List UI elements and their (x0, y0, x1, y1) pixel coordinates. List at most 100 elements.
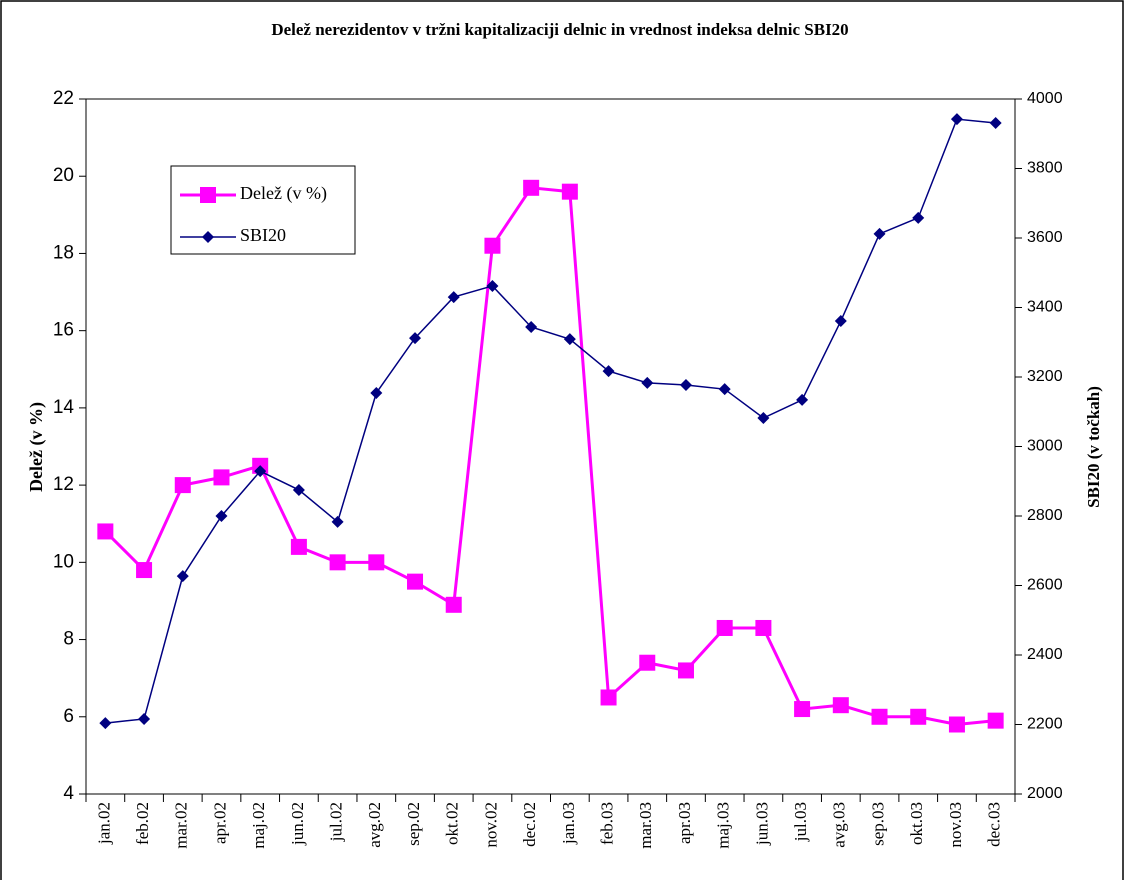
x-tick-label: dec.02 (520, 802, 539, 847)
x-tick-label: avg.03 (830, 802, 849, 848)
y-tick-label: 8 (63, 629, 74, 650)
point (561, 183, 578, 200)
x-tick-label: jul.02 (327, 802, 346, 842)
x-tick-label: jun.02 (288, 802, 307, 846)
y-tick-label: 18 (53, 242, 74, 263)
y-tick-label: 12 (53, 474, 74, 495)
point (563, 333, 576, 346)
y2-axis-title: SBI20 (v točkah) (1084, 386, 1103, 508)
x-tick-label: sep.02 (404, 802, 423, 846)
y2-tick-label: 3800 (1027, 160, 1063, 177)
point (910, 708, 927, 725)
x-tick-label: okt.03 (907, 802, 926, 845)
point (525, 320, 538, 333)
x-tick-label: sep.03 (868, 802, 887, 846)
point (215, 510, 228, 522)
y2-tick-label: 2400 (1027, 646, 1063, 663)
series-line (105, 118, 996, 724)
y2-tick-label: 3200 (1027, 368, 1063, 385)
point (174, 477, 191, 494)
point (873, 227, 886, 240)
legend-label: SBI20 (240, 225, 286, 245)
y-tick-label: 16 (53, 320, 74, 341)
x-tick-label: apr.03 (675, 802, 694, 844)
x-tick-label: jan.03 (559, 802, 578, 845)
point (794, 701, 811, 718)
point (639, 654, 656, 671)
point (987, 712, 1004, 729)
point (254, 465, 267, 478)
point (136, 562, 153, 579)
y2-tick-label: 3400 (1027, 299, 1063, 316)
point (486, 279, 499, 292)
y-axis-title: Delež (v %) (26, 402, 47, 492)
y-tick-label: 6 (63, 706, 74, 727)
point (329, 554, 346, 571)
legend-marker (200, 187, 216, 203)
point (290, 538, 307, 555)
x-tick-label: nov.03 (946, 802, 965, 848)
y2-tick-label: 3000 (1027, 438, 1063, 455)
y-tick-label: 10 (53, 551, 74, 572)
point (677, 662, 694, 679)
x-tick-label: jul.03 (791, 802, 810, 842)
point (950, 113, 963, 126)
x-tick-label: jun.03 (752, 802, 771, 846)
point (679, 378, 692, 391)
legend-label: Delež (v %) (240, 183, 327, 204)
point (213, 469, 230, 486)
y2-tick-label: 2600 (1027, 577, 1063, 594)
x-tick-label: dec.03 (985, 802, 1004, 847)
y-tick-label: 20 (53, 165, 74, 186)
x-tick-label: mar.02 (172, 802, 191, 849)
point (407, 573, 424, 590)
y-tick-label: 4 (63, 783, 74, 804)
point (718, 383, 731, 396)
x-tick-label: apr.02 (210, 802, 229, 844)
point (641, 376, 654, 389)
point (370, 386, 383, 399)
point (138, 712, 151, 725)
legend-marker (202, 231, 214, 243)
point (99, 717, 112, 730)
point (409, 332, 422, 345)
x-tick-label: avg.02 (365, 802, 384, 848)
x-tick-label: maj.03 (714, 802, 733, 849)
point (447, 291, 460, 304)
y2-tick-label: 4000 (1027, 90, 1063, 107)
x-tick-label: jan.02 (94, 802, 113, 845)
point (832, 697, 849, 714)
y2-tick-label: 2200 (1027, 716, 1063, 733)
point (368, 554, 385, 571)
y2-tick-label: 2800 (1027, 507, 1063, 524)
y-tick-label: 14 (53, 397, 75, 418)
point (292, 483, 305, 496)
point (331, 515, 344, 528)
point (796, 393, 809, 406)
x-tick-label: nov.02 (481, 802, 500, 848)
point (989, 116, 1002, 129)
y-tick-label: 22 (53, 88, 74, 109)
point (445, 596, 462, 613)
point (523, 179, 540, 196)
x-tick-label: mar.03 (636, 802, 655, 849)
legend (170, 165, 356, 255)
point (755, 619, 772, 636)
point (834, 315, 847, 328)
point (97, 523, 114, 540)
point (912, 211, 925, 224)
point (871, 708, 888, 725)
point (757, 412, 770, 425)
y2-tick-label: 3600 (1027, 229, 1063, 246)
x-tick-label: feb.03 (597, 802, 616, 845)
point (716, 619, 733, 636)
point (600, 689, 617, 706)
point (484, 237, 501, 254)
x-tick-label: maj.02 (249, 802, 268, 849)
x-tick-label: okt.02 (443, 802, 462, 845)
point (948, 716, 965, 733)
y2-tick-label: 2000 (1027, 785, 1063, 802)
x-tick-label: feb.02 (133, 802, 152, 845)
